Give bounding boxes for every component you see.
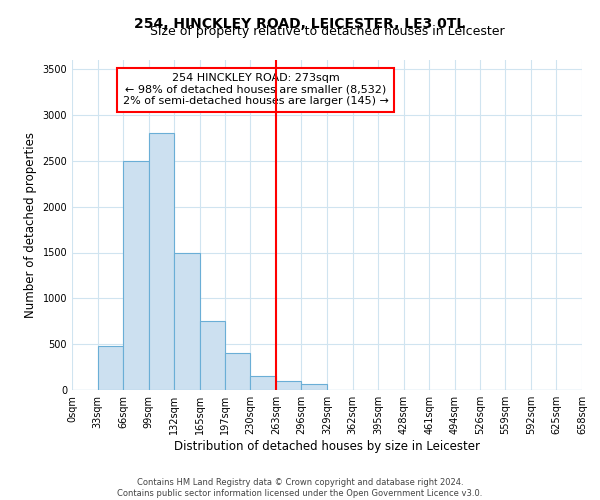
Bar — [301, 384, 327, 390]
Bar — [200, 322, 224, 390]
Y-axis label: Number of detached properties: Number of detached properties — [24, 132, 37, 318]
Bar — [149, 134, 175, 390]
Text: Contains HM Land Registry data © Crown copyright and database right 2024.
Contai: Contains HM Land Registry data © Crown c… — [118, 478, 482, 498]
Title: Size of property relative to detached houses in Leicester: Size of property relative to detached ho… — [149, 25, 505, 38]
Text: 254, HINCKLEY ROAD, LEICESTER, LE3 0TL: 254, HINCKLEY ROAD, LEICESTER, LE3 0TL — [134, 18, 466, 32]
Bar — [224, 354, 250, 390]
Text: 254 HINCKLEY ROAD: 273sqm
← 98% of detached houses are smaller (8,532)
2% of sem: 254 HINCKLEY ROAD: 273sqm ← 98% of detac… — [122, 73, 389, 106]
X-axis label: Distribution of detached houses by size in Leicester: Distribution of detached houses by size … — [174, 440, 480, 453]
Bar — [175, 252, 200, 390]
Bar — [276, 381, 301, 390]
Bar — [250, 376, 276, 390]
Bar — [98, 346, 123, 390]
Bar — [123, 161, 149, 390]
